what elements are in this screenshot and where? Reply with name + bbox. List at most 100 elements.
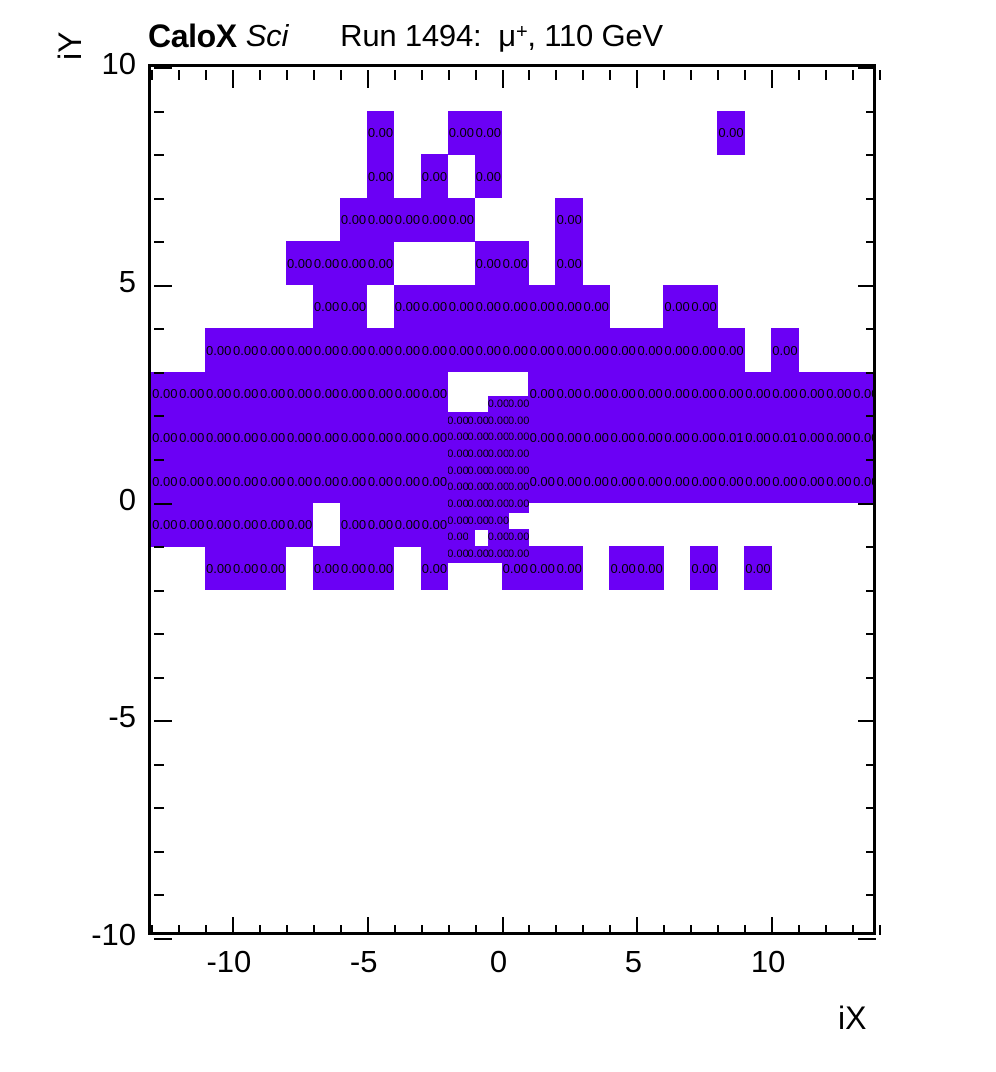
histogram-cell: 0.00	[825, 371, 853, 416]
histogram-cell-fine: 0.00	[508, 445, 530, 464]
histogram-cell: 0.00	[717, 371, 745, 416]
x-axis-tick	[744, 925, 747, 935]
histogram-cell: 0.00	[420, 284, 449, 329]
x-axis-tick	[879, 70, 881, 80]
x-axis-tick	[879, 925, 881, 935]
histogram-cell: 0.00	[204, 546, 233, 591]
x-axis-tick	[582, 70, 585, 80]
histogram-cell: 0.00	[420, 328, 449, 373]
histogram-cell: 0.00	[555, 284, 583, 329]
y-axis-tick	[866, 850, 876, 853]
histogram-cell: 0.00	[312, 371, 341, 416]
histogram-cell: 0.00	[312, 241, 341, 286]
histogram-cell: 0.00	[447, 328, 476, 373]
histogram-cell: 0.01	[717, 415, 745, 460]
histogram-cell-fine: 0.00	[488, 412, 509, 430]
x-axis-tick	[798, 70, 801, 80]
y-axis-tick	[866, 197, 876, 200]
histogram-cell: 0.00	[528, 371, 557, 416]
histogram-cell: 0.00	[744, 371, 772, 416]
histogram-cell-fine: 0.00	[467, 495, 489, 514]
y-axis-tick	[154, 458, 164, 461]
histogram-cell-fine: 0.00	[467, 462, 489, 480]
histogram-cell: 0.00	[528, 328, 557, 373]
histogram-cell: 0.00	[582, 284, 610, 329]
histogram-cell: 0.00	[204, 458, 233, 504]
histogram-cell-fine: 0.00	[508, 529, 530, 547]
y-axis-tick	[154, 763, 164, 766]
histogram-cell: 0.00	[690, 458, 718, 504]
y-axis-tick	[866, 241, 876, 244]
histogram-cell-fine: 0.00	[488, 495, 509, 514]
histogram-cell: 0.00	[555, 546, 583, 591]
x-axis-tick	[312, 925, 315, 935]
histogram-cell: 0.00	[474, 284, 503, 329]
histogram-cell: 0.00	[339, 415, 368, 460]
histogram-cell: 0.00	[393, 415, 422, 460]
histogram-cell: 0.00	[204, 415, 233, 460]
histogram-cell-fine: 0.00	[508, 495, 530, 514]
y-axis-tick	[154, 720, 172, 723]
histogram-cell: 0.00	[366, 415, 395, 460]
histogram-cell-fine: 0.00	[467, 512, 489, 530]
histogram-cell: 0.00	[420, 197, 449, 242]
x-axis-tick	[528, 925, 531, 935]
x-tick-label: 0	[489, 944, 508, 979]
histogram-cell: 0.00	[447, 197, 476, 242]
histogram-cell-fine: 0.00	[488, 462, 509, 480]
histogram-cell-fine: 0.00	[447, 529, 469, 547]
y-axis-tick	[154, 328, 164, 331]
histogram-cell: 0.00	[231, 546, 260, 591]
y-axis-tick	[154, 502, 172, 505]
histogram-cell: 0.00	[231, 458, 260, 504]
histogram-cell: 0.00	[582, 415, 610, 460]
histogram-cell: 0.00	[177, 458, 206, 504]
histogram-cell: 0.00	[258, 328, 287, 373]
x-axis-tick	[663, 70, 666, 80]
histogram-cell-fine: 0.00	[467, 546, 489, 564]
y-axis-tick	[866, 589, 876, 592]
histogram-cell: 0.00	[528, 415, 557, 460]
y-axis-tick	[866, 371, 876, 374]
x-axis-tick	[771, 917, 774, 935]
histogram-cell: 0.00	[609, 458, 637, 504]
y-axis-tick	[866, 110, 876, 113]
histogram-cell: 0.00	[420, 415, 449, 460]
histogram-cell: 0.00	[177, 415, 206, 460]
histogram-cell: 0.00	[231, 328, 260, 373]
x-axis-tick	[636, 70, 639, 88]
histogram-cell: 0.00	[474, 154, 503, 199]
histogram-cell: 0.00	[366, 458, 395, 504]
histogram-cell: 0.00	[663, 415, 691, 460]
histogram-cell: 0.00	[204, 502, 233, 547]
x-axis-tick	[474, 925, 477, 935]
run-info: Run 1494: μ+, 110 GeV	[340, 18, 663, 54]
histogram-cell: 0.00	[366, 110, 395, 155]
histogram-cell: 0.00	[366, 546, 395, 591]
experiment-name: CaloX	[148, 17, 237, 54]
y-tick-label: 5	[118, 263, 136, 299]
histogram-cell: 0.00	[366, 197, 395, 242]
histogram-cell-fine: 0.00	[488, 512, 509, 530]
histogram-cell: 0.00	[528, 458, 557, 504]
histogram-cell: 0.00	[447, 284, 476, 329]
histogram-cell: 0.00	[312, 546, 341, 591]
histogram-cell: 0.00	[339, 546, 368, 591]
histogram-cell: 0.00	[285, 328, 314, 373]
histogram-cell: 0.00	[339, 502, 368, 547]
histogram-cell: 0.00	[231, 371, 260, 416]
histogram-cell: 0.00	[285, 415, 314, 460]
particle-symbol: μ	[498, 18, 516, 53]
x-axis-tick	[339, 925, 342, 935]
x-axis-tick	[717, 925, 720, 935]
histogram-cell: 0.00	[609, 415, 637, 460]
y-axis-tick	[154, 807, 164, 810]
x-axis-tick	[420, 70, 423, 80]
histogram-cell: 0.00	[636, 546, 664, 591]
histogram-cell-fine: 0.00	[508, 479, 530, 497]
histogram-cell: 0.00	[285, 458, 314, 504]
x-axis-tick	[177, 70, 180, 80]
histogram-cell: 0.00	[636, 458, 664, 504]
y-axis-tick	[154, 938, 172, 940]
y-axis-tick	[154, 110, 164, 113]
